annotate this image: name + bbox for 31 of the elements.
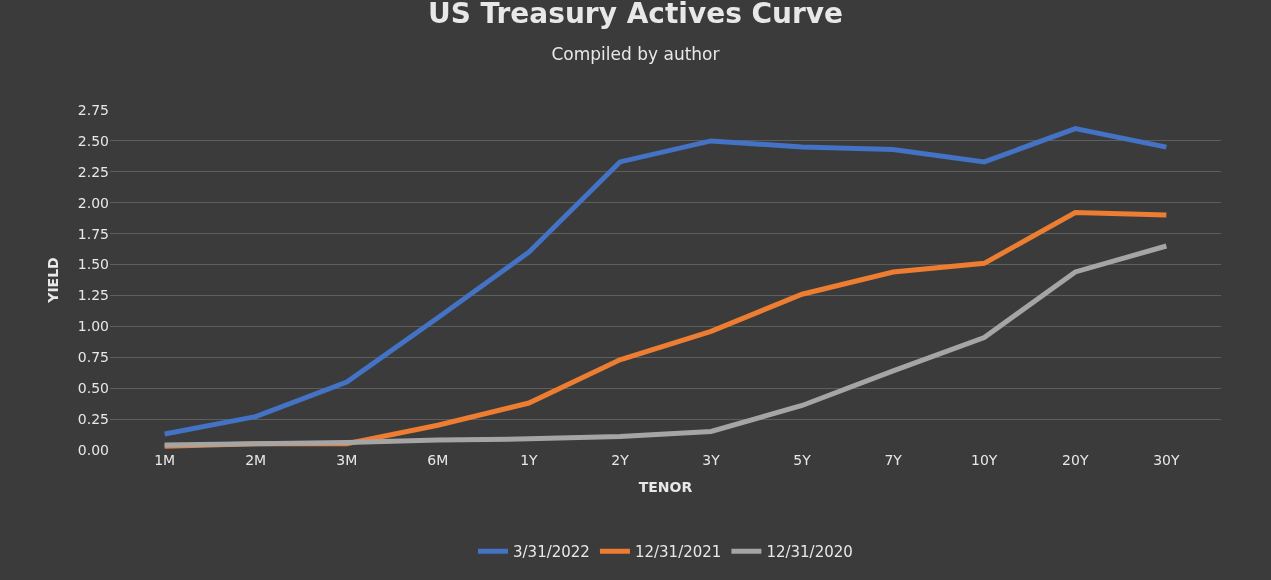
legend-label: 12/31/2021 (634, 543, 722, 562)
x-tick-label: 3Y (702, 452, 721, 468)
chart-subtitle: Compiled by author (551, 43, 720, 64)
y-tick-label: 2.75 (77, 101, 109, 118)
chart-title: US Treasury Actives Curve (427, 0, 844, 31)
x-tick-label: 1Y (520, 452, 539, 468)
y-tick-label: 1.00 (77, 318, 109, 335)
x-tick-label: 1M (154, 452, 176, 468)
legend-label: 12/31/2020 (766, 543, 853, 562)
x-tick-label: 30Y (1153, 452, 1180, 468)
y-tick-label: 0.00 (77, 441, 109, 458)
x-tick-label: 3M (336, 452, 358, 468)
x-tick-label: 2Y (611, 452, 630, 468)
y-tick-label: 1.50 (77, 256, 109, 273)
x-tick-label: 20Y (1062, 452, 1089, 468)
x-tick-label: 7Y (884, 452, 903, 468)
y-tick-label: 1.25 (77, 287, 109, 304)
y-tick-label: 0.75 (77, 349, 109, 366)
y-tick-label: 0.25 (77, 410, 109, 427)
x-tick-label: 10Y (971, 452, 998, 468)
y-axis-title: YIELD (45, 257, 62, 304)
x-tick-label: 2M (245, 452, 267, 468)
y-tick-label: 2.50 (77, 132, 109, 149)
y-tick-label: 0.50 (77, 380, 109, 397)
y-tick-label: 1.75 (77, 225, 109, 242)
y-tick-label: 2.00 (77, 194, 109, 211)
legend-label: 3/31/2022 (513, 543, 590, 562)
x-axis-title: TENOR (638, 479, 693, 496)
y-tick-label: 2.25 (77, 163, 109, 180)
x-tick-label: 6M (427, 452, 449, 468)
x-tick-label: 5Y (793, 452, 812, 468)
